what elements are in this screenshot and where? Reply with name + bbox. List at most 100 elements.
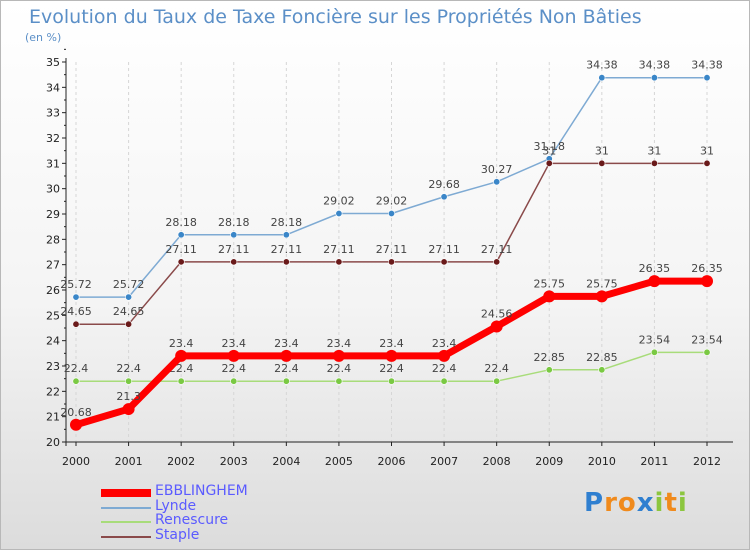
- chart-title: Evolution du Taux de Taxe Foncière sur l…: [29, 6, 642, 28]
- data-point-lynde: [282, 231, 290, 239]
- y-tick-label: 31: [46, 157, 60, 170]
- x-tick-label: 2005: [325, 455, 353, 468]
- x-tick-label: 2011: [640, 455, 668, 468]
- chart-unit-label: (en %): [25, 31, 62, 44]
- data-label-ebblinghem: 21.3: [116, 390, 141, 403]
- data-label-ebblinghem: 26.35: [691, 262, 723, 275]
- data-point-lynde: [598, 74, 606, 82]
- data-label-staple: 31: [595, 144, 609, 157]
- data-point-staple: [177, 258, 185, 266]
- logo-letter: t: [664, 488, 678, 518]
- data-point-staple: [703, 159, 711, 167]
- legend-swatch: [101, 521, 151, 523]
- data-point-staple: [282, 258, 290, 266]
- x-tick-label: 2001: [115, 455, 143, 468]
- y-tick-label: 34: [46, 81, 60, 94]
- data-point-renescure: [230, 377, 238, 385]
- data-label-lynde: 28.18: [218, 216, 250, 229]
- logo-letter: P: [584, 488, 605, 518]
- data-point-lynde: [703, 74, 711, 82]
- y-tick-label: 25: [46, 309, 60, 322]
- x-tick-label: 2004: [272, 455, 300, 468]
- data-point-staple: [493, 258, 501, 266]
- data-point-ebblinghem: [701, 275, 713, 288]
- data-label-staple: 31: [700, 144, 714, 157]
- data-label-staple: 27.11: [271, 243, 303, 256]
- data-point-ebblinghem: [227, 349, 240, 362]
- data-label-staple: 27.11: [218, 243, 250, 256]
- y-tick-label: 26: [46, 284, 60, 297]
- data-label-renescure: 23.54: [639, 333, 671, 346]
- x-tick-label: 2006: [378, 455, 406, 468]
- data-label-ebblinghem: 25.75: [586, 277, 618, 290]
- logo-letter: i: [677, 488, 688, 518]
- data-point-staple: [230, 258, 238, 266]
- data-point-lynde: [125, 293, 133, 301]
- data-label-lynde: 29.02: [323, 194, 355, 207]
- data-point-staple: [598, 159, 606, 167]
- data-point-ebblinghem: [332, 349, 345, 362]
- data-label-ebblinghem: 23.4: [379, 337, 404, 350]
- data-label-renescure: 22.4: [274, 362, 299, 375]
- y-tick-label: 23: [46, 360, 60, 373]
- data-point-lynde: [230, 231, 238, 239]
- data-label-ebblinghem: 23.4: [222, 337, 247, 350]
- data-label-renescure: 22.85: [534, 351, 566, 364]
- y-tick-label: 32: [46, 132, 60, 145]
- data-point-lynde: [493, 178, 501, 186]
- data-point-staple: [72, 320, 80, 328]
- x-tick-label: 2009: [535, 455, 563, 468]
- data-label-renescure: 22.4: [64, 362, 89, 375]
- data-label-lynde: 29.68: [428, 178, 460, 191]
- data-label-renescure: 22.4: [432, 362, 457, 375]
- data-label-staple: 27.11: [428, 243, 460, 256]
- data-point-renescure: [177, 377, 185, 385]
- data-point-staple: [440, 258, 448, 266]
- data-label-staple: 31: [647, 144, 661, 157]
- data-label-lynde: 34.38: [586, 59, 618, 72]
- data-point-renescure: [125, 377, 133, 385]
- data-label-lynde: 34.38: [691, 59, 723, 72]
- x-tick-label: 2002: [167, 455, 195, 468]
- y-tick-label: 21: [46, 411, 60, 424]
- data-point-ebblinghem: [280, 349, 293, 362]
- logo-letter: o: [617, 488, 637, 518]
- data-point-staple: [650, 159, 658, 167]
- data-point-renescure: [598, 366, 606, 374]
- data-point-lynde: [335, 209, 343, 217]
- data-label-staple: 27.11: [165, 243, 197, 256]
- data-point-ebblinghem: [122, 403, 135, 416]
- data-label-lynde: 25.72: [113, 278, 145, 291]
- data-label-ebblinghem: 26.35: [639, 262, 671, 275]
- data-point-lynde: [72, 293, 80, 301]
- x-tick-label: 2010: [588, 455, 616, 468]
- data-point-ebblinghem: [70, 418, 82, 431]
- data-label-ebblinghem: 23.4: [327, 337, 352, 350]
- logo-letter: i: [654, 488, 665, 518]
- legend-label: Staple: [155, 526, 200, 543]
- data-label-staple: 27.11: [323, 243, 355, 256]
- data-label-renescure: 22.4: [327, 362, 352, 375]
- data-point-staple: [335, 258, 343, 266]
- y-tick-label: 20: [46, 436, 60, 449]
- data-point-renescure: [493, 377, 501, 385]
- data-label-renescure: 22.4: [116, 362, 141, 375]
- data-point-lynde: [440, 193, 448, 201]
- data-label-lynde: 29.02: [376, 194, 408, 207]
- logo-letter: x: [636, 488, 655, 518]
- data-label-lynde: 30.27: [481, 163, 513, 176]
- y-tick-label: 24: [46, 335, 60, 348]
- data-label-ebblinghem: 23.4: [169, 337, 194, 350]
- data-point-ebblinghem: [543, 290, 556, 303]
- legend-label: EBBLINGHEM: [155, 483, 248, 499]
- data-label-renescure: 23.54: [691, 333, 723, 346]
- data-point-ebblinghem: [175, 349, 188, 362]
- data-point-renescure: [440, 377, 448, 385]
- data-label-ebblinghem: 23.4: [274, 337, 299, 350]
- data-point-renescure: [72, 377, 80, 385]
- data-label-ebblinghem: 24.56: [481, 307, 513, 320]
- proxiti-logo[interactable]: Proxiti: [584, 488, 688, 518]
- x-tick-label: 2003: [220, 455, 248, 468]
